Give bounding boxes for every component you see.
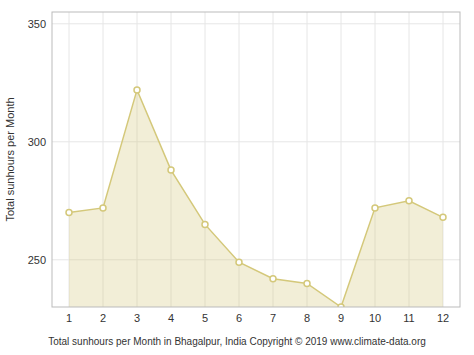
plot-frame <box>52 12 460 307</box>
x-tick-label: 7 <box>270 312 276 324</box>
area <box>69 90 443 307</box>
grid-line-y <box>52 141 460 142</box>
grid-line-x <box>341 12 342 307</box>
data <box>66 87 446 307</box>
x-tick-label: 3 <box>134 312 140 324</box>
marker <box>134 87 140 93</box>
axes: 123456789101112250300350 <box>28 18 449 324</box>
marker <box>202 221 208 227</box>
y-tick-label: 250 <box>28 254 46 266</box>
y-tick-label: 300 <box>28 136 46 148</box>
x-tick-label: 12 <box>437 312 449 324</box>
marker <box>236 259 242 265</box>
x-tick-label: 5 <box>202 312 208 324</box>
chart: 123456789101112250300350Total sunhours p… <box>0 0 474 355</box>
grid-line-x <box>307 12 308 307</box>
line <box>69 90 443 307</box>
x-tick-label: 8 <box>304 312 310 324</box>
y-tick-label: 350 <box>28 18 46 30</box>
grid <box>52 12 460 307</box>
marker <box>270 276 276 282</box>
page: {"chart_data": {"type": "area", "x": [1,… <box>0 0 474 355</box>
x-axis-label: Total sunhours per Month in Bhagalpur, I… <box>48 336 426 347</box>
marker <box>66 210 72 216</box>
x-tick-label: 11 <box>403 312 414 324</box>
marker <box>406 198 412 204</box>
marker <box>100 205 106 211</box>
y-axis-label: Total sunhours per Month <box>4 97 16 221</box>
x-tick-label: 2 <box>100 312 106 324</box>
grid-line-x <box>273 12 274 307</box>
marker <box>304 280 310 286</box>
marker <box>372 205 378 211</box>
marker <box>440 214 446 220</box>
marker <box>168 167 174 173</box>
x-tick-label: 10 <box>369 312 381 324</box>
x-tick-label: 1 <box>66 312 72 324</box>
x-tick-label: 4 <box>168 312 174 324</box>
x-tick-label: 6 <box>236 312 242 324</box>
grid-line-y <box>52 23 460 24</box>
x-tick-label: 9 <box>338 312 344 324</box>
